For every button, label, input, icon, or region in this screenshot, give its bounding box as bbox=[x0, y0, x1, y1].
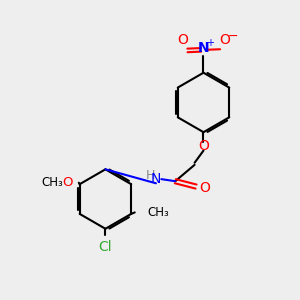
Text: +: + bbox=[206, 38, 214, 48]
Text: N: N bbox=[198, 41, 209, 55]
Text: CH₃: CH₃ bbox=[41, 176, 63, 189]
Text: H: H bbox=[146, 169, 155, 182]
Text: O: O bbox=[63, 176, 73, 189]
Text: −: − bbox=[228, 30, 238, 43]
Text: O: O bbox=[198, 139, 209, 152]
Text: O: O bbox=[219, 34, 230, 47]
Text: CH₃: CH₃ bbox=[147, 206, 169, 219]
Text: Cl: Cl bbox=[99, 240, 112, 254]
Text: O: O bbox=[177, 34, 188, 47]
Text: O: O bbox=[200, 181, 211, 195]
Text: N: N bbox=[151, 172, 161, 186]
